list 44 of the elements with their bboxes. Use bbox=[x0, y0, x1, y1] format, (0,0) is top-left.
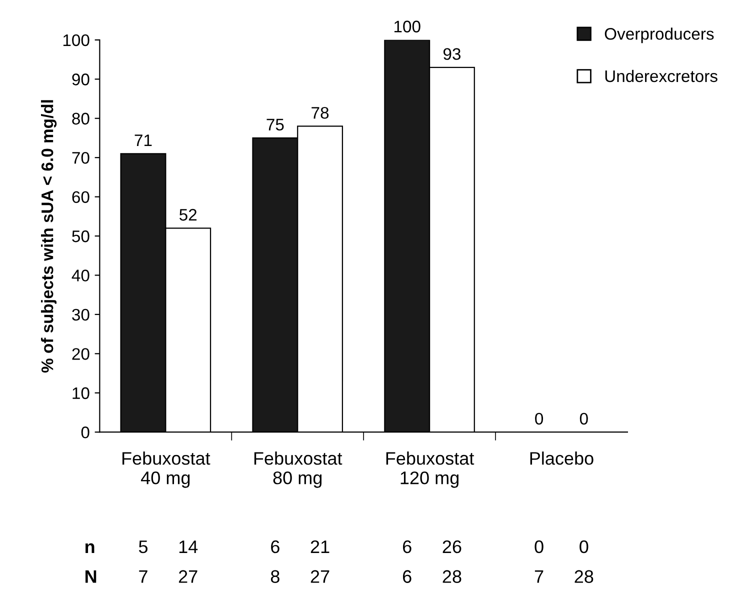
text: 8 bbox=[270, 570, 280, 583]
text: 21 bbox=[310, 540, 330, 553]
y-tick-label: 80 bbox=[72, 112, 90, 125]
x-tick-label: Febuxostat 40 mg bbox=[122, 452, 210, 488]
text: 28 bbox=[574, 570, 594, 583]
y-tick-label: 40 bbox=[72, 270, 90, 282]
legend-label: Underexcretors bbox=[605, 70, 718, 82]
x-tick-label: Febuxostat 80 mg bbox=[254, 452, 342, 488]
text: 27 bbox=[178, 570, 198, 583]
y-tick-label: 20 bbox=[72, 348, 90, 360]
x-tick-label: Febuxostat 120 mg bbox=[386, 452, 474, 488]
y-tick-label: 30 bbox=[72, 308, 90, 321]
y-tick-label: 90 bbox=[72, 74, 90, 86]
y-tick-label: 100 bbox=[63, 34, 90, 46]
data-label: 0 bbox=[535, 412, 544, 425]
text: n bbox=[85, 543, 94, 553]
legend-label: Overproducers bbox=[604, 28, 714, 44]
data-label: 0 bbox=[580, 412, 588, 425]
y-tick-label: 70 bbox=[72, 152, 90, 164]
y-axis-title: % of subjects with sUA < 6.0 mg/dl bbox=[40, 100, 57, 373]
data-label: 78 bbox=[312, 106, 329, 119]
text: 7 bbox=[534, 570, 544, 583]
text: 0 bbox=[580, 540, 588, 554]
data-label: 52 bbox=[179, 208, 197, 221]
data-label: 71 bbox=[134, 134, 152, 146]
y-tick-label: 60 bbox=[72, 191, 90, 203]
text: 14 bbox=[179, 540, 198, 553]
text: 28 bbox=[442, 570, 462, 583]
text: 6 bbox=[403, 570, 412, 583]
text: 5 bbox=[138, 540, 148, 554]
text: 27 bbox=[310, 570, 330, 583]
text: 0 bbox=[534, 540, 544, 554]
x-tick-label: Placebo bbox=[530, 452, 594, 465]
y-tick-label: 50 bbox=[72, 230, 90, 242]
text: 7 bbox=[139, 570, 148, 583]
y-tick-label: 10 bbox=[72, 387, 90, 400]
data-label: 75 bbox=[266, 118, 284, 131]
text: 6 bbox=[271, 540, 280, 554]
text: N bbox=[86, 570, 96, 583]
text: 6 bbox=[403, 540, 412, 554]
y-tick-label: 0 bbox=[81, 426, 90, 438]
data-label: 93 bbox=[443, 48, 461, 60]
text: 26 bbox=[442, 540, 462, 554]
data-label: 100 bbox=[394, 20, 420, 32]
